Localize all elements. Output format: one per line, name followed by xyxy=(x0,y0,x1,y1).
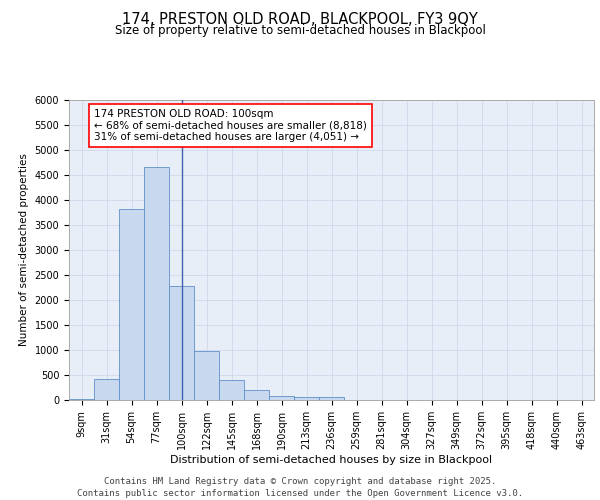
Bar xyxy=(94,378,119,400)
Bar xyxy=(194,351,219,400)
Bar xyxy=(69,398,94,400)
Bar xyxy=(244,390,269,400)
Bar xyxy=(319,397,344,400)
Text: Size of property relative to semi-detached houses in Blackpool: Size of property relative to semi-detach… xyxy=(115,24,485,37)
Text: 174, PRESTON OLD ROAD, BLACKPOOL, FY3 9QY: 174, PRESTON OLD ROAD, BLACKPOOL, FY3 9Q… xyxy=(122,12,478,28)
Bar xyxy=(219,380,244,400)
Bar xyxy=(269,396,294,400)
Y-axis label: Number of semi-detached properties: Number of semi-detached properties xyxy=(19,154,29,346)
Text: Contains HM Land Registry data © Crown copyright and database right 2025.
Contai: Contains HM Land Registry data © Crown c… xyxy=(77,476,523,498)
Bar xyxy=(294,396,319,400)
Bar xyxy=(169,286,194,400)
Text: 174 PRESTON OLD ROAD: 100sqm
← 68% of semi-detached houses are smaller (8,818)
3: 174 PRESTON OLD ROAD: 100sqm ← 68% of se… xyxy=(94,109,367,142)
Bar xyxy=(144,166,169,400)
X-axis label: Distribution of semi-detached houses by size in Blackpool: Distribution of semi-detached houses by … xyxy=(170,454,493,464)
Bar xyxy=(119,209,144,400)
